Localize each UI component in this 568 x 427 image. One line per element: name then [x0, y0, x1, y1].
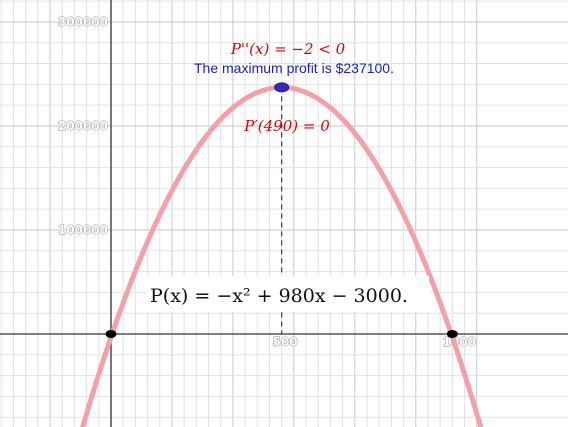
vertex-point: [274, 82, 290, 93]
x-tick-label: 1000: [443, 335, 476, 349]
maximum-profit-note: The maximum profit is $237100.: [194, 60, 394, 76]
annotations-layer: P''(x) = −2 < 0 The maximum profit is $2…: [146, 40, 429, 312]
x-tick-label: 500: [273, 335, 298, 349]
root-point: [446, 330, 458, 338]
y-tick-label: 300000: [58, 15, 108, 29]
points-layer: [105, 82, 458, 338]
second-derivative-annotation: P''(x) = −2 < 0: [230, 40, 346, 58]
root-point: [105, 330, 117, 338]
function-label: P(x) = −x² + 980x − 3000.: [150, 285, 408, 307]
first-derivative-annotation: P′(490) = 0: [243, 117, 330, 135]
y-tick-label: 200000: [58, 119, 108, 133]
function-label-background: [146, 276, 429, 312]
y-tick-label: 100000: [58, 223, 108, 237]
